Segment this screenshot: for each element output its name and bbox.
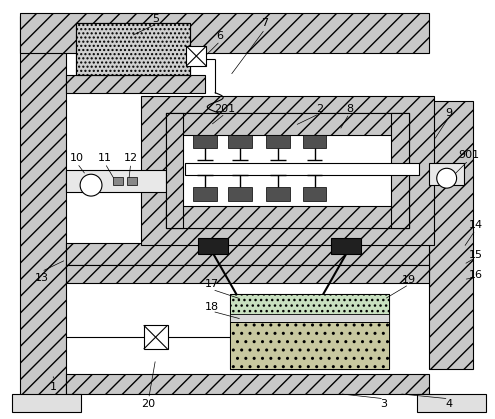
Bar (230, 295, 389, 314)
Bar (113, 177, 123, 185)
Bar (165, 113, 409, 134)
Text: 20: 20 (142, 399, 156, 409)
Bar (66, 170, 165, 192)
Bar (19, 16, 66, 399)
Bar (194, 187, 217, 201)
Text: 5: 5 (152, 14, 159, 24)
Text: 9: 9 (445, 108, 452, 118)
Text: 3: 3 (381, 399, 388, 409)
Text: 4: 4 (445, 399, 452, 409)
Bar (141, 96, 434, 245)
Text: 14: 14 (468, 220, 483, 230)
Bar (230, 295, 389, 369)
Bar (76, 23, 191, 75)
Text: 2: 2 (316, 103, 323, 114)
Circle shape (80, 174, 102, 196)
Bar (66, 75, 205, 93)
Bar (302, 187, 327, 201)
Bar (198, 238, 228, 254)
Text: 1: 1 (50, 382, 57, 392)
Bar (417, 394, 487, 411)
Bar (165, 113, 184, 228)
Bar (230, 314, 389, 322)
Bar (302, 134, 327, 148)
Text: 6: 6 (217, 31, 224, 41)
Text: 7: 7 (261, 18, 268, 28)
Bar (66, 374, 429, 394)
Text: 17: 17 (205, 279, 219, 290)
Text: 201: 201 (215, 103, 236, 114)
Text: 15: 15 (468, 250, 483, 260)
Bar (209, 145, 221, 155)
Text: 901: 901 (458, 150, 479, 160)
Text: 13: 13 (34, 272, 49, 282)
Bar (228, 134, 252, 148)
Bar (187, 46, 206, 66)
Text: 18: 18 (205, 303, 219, 312)
Bar (11, 394, 81, 411)
Text: 11: 11 (98, 153, 112, 163)
Bar (66, 265, 429, 282)
Text: 19: 19 (402, 274, 416, 285)
Bar (144, 325, 167, 349)
Bar (332, 238, 361, 254)
Bar (391, 113, 409, 228)
Bar (186, 163, 419, 175)
Bar (194, 134, 217, 148)
Bar (66, 243, 429, 265)
Text: 10: 10 (70, 153, 84, 163)
Bar (266, 187, 290, 201)
Bar (19, 13, 429, 53)
Bar (165, 113, 409, 228)
Bar (429, 101, 474, 369)
Bar (165, 206, 409, 228)
Bar (429, 163, 463, 185)
Bar (230, 322, 389, 369)
Bar (266, 134, 290, 148)
Bar (228, 187, 252, 201)
Bar (127, 177, 137, 185)
Bar (76, 23, 191, 75)
Circle shape (437, 168, 456, 188)
Text: 12: 12 (124, 153, 138, 163)
Text: 16: 16 (468, 269, 483, 279)
Text: 8: 8 (346, 103, 353, 114)
